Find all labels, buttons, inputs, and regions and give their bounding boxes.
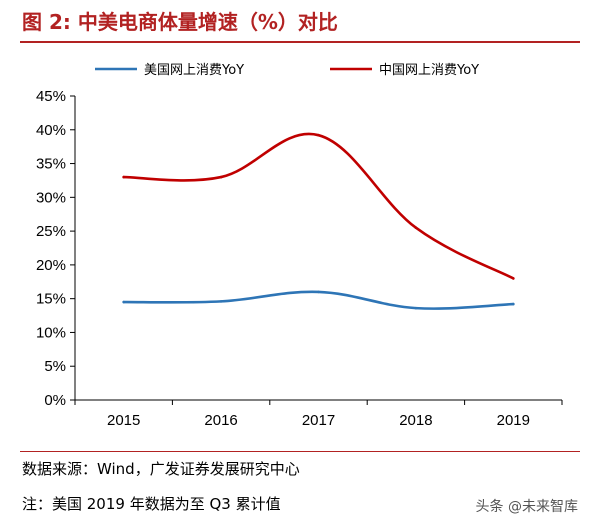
x-tick-label: 2015 <box>107 412 140 429</box>
data-point <box>512 302 515 306</box>
source-note: 数据来源：Wind，广发证券发展研究中心 <box>22 460 300 478</box>
figure-title: 图 2: 中美电商体量增速（%）对比 <box>22 10 338 34</box>
y-tick-label: 35% <box>36 156 66 173</box>
data-point <box>414 226 418 230</box>
y-tick-label: 10% <box>36 324 66 341</box>
y-tick-label: 45% <box>36 88 66 105</box>
data-point <box>317 133 320 137</box>
series-line-china <box>122 132 515 280</box>
data-point <box>317 290 320 294</box>
x-tick-label: 2018 <box>399 412 432 429</box>
y-tick-label: 40% <box>36 122 66 139</box>
y-tick-label: 25% <box>36 223 66 240</box>
y-tick-label: 30% <box>36 189 66 206</box>
x-tick-label: 2016 <box>204 412 237 429</box>
data-point <box>122 300 125 304</box>
legend-label: 中国网上消费YoY <box>379 63 479 78</box>
data-point <box>512 277 515 280</box>
footnote: 注：美国 2019 年数据为至 Q3 累计值 <box>22 495 281 513</box>
series-layer <box>122 132 515 310</box>
data-point <box>219 175 223 179</box>
data-point <box>122 175 125 179</box>
watermark: 头条 @未来智库 <box>475 499 578 515</box>
y-tick-label: 0% <box>44 392 66 409</box>
data-point <box>414 306 418 310</box>
chart-legend: 美国网上消费YoY 中国网上消费YoY <box>95 63 479 78</box>
y-tick-label: 5% <box>44 358 66 375</box>
title-divider <box>20 41 580 43</box>
data-point <box>219 300 223 303</box>
y-tick-label: 15% <box>36 291 66 308</box>
x-tick-label: 2017 <box>302 412 335 429</box>
series-line-us <box>122 290 515 310</box>
line-chart: 美国网上消费YoY 中国网上消费YoY 0% 5% 10% 15% 20% 25% 30% 35… <box>36 63 563 429</box>
x-axis: 2015 2016 2017 2018 2019 <box>74 399 563 429</box>
legend-label: 美国网上消费YoY <box>144 63 244 78</box>
source-divider <box>20 451 580 452</box>
y-axis: 0% 5% 10% 15% 20% 25% 30% 35% 40% 45% <box>36 88 76 409</box>
x-tick-label: 2019 <box>497 412 530 429</box>
y-tick-label: 20% <box>36 257 66 274</box>
